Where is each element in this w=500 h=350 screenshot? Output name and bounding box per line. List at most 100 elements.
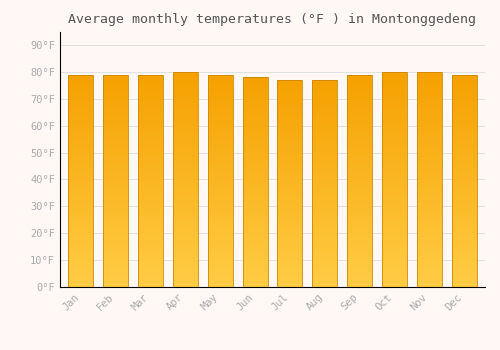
Bar [103, 87, 128, 88]
Bar [382, 155, 407, 156]
Bar [68, 264, 94, 265]
Bar [68, 260, 94, 261]
Bar [173, 116, 198, 117]
Bar [312, 124, 338, 125]
Bar [312, 221, 338, 222]
Bar [68, 112, 94, 113]
Bar [138, 83, 163, 84]
Bar [312, 195, 338, 196]
Bar [312, 151, 338, 152]
Bar [173, 112, 198, 113]
Bar [138, 275, 163, 276]
Bar [382, 171, 407, 172]
Bar [242, 268, 268, 269]
Bar [312, 192, 338, 193]
Bar [416, 222, 442, 223]
Bar [416, 124, 442, 125]
Bar [382, 150, 407, 152]
Bar [242, 220, 268, 221]
Bar [347, 77, 372, 78]
Bar [242, 265, 268, 266]
Bar [278, 195, 302, 196]
Bar [347, 189, 372, 190]
Bar [242, 144, 268, 145]
Bar [138, 243, 163, 244]
Bar [68, 280, 94, 281]
Bar [103, 77, 128, 78]
Bar [382, 262, 407, 263]
Bar [416, 125, 442, 126]
Bar [208, 94, 233, 95]
Bar [173, 138, 198, 139]
Bar [382, 212, 407, 213]
Bar [452, 245, 476, 246]
Bar [173, 76, 198, 77]
Bar [452, 231, 476, 232]
Bar [278, 246, 302, 247]
Bar [382, 258, 407, 259]
Bar [312, 255, 338, 256]
Bar [312, 147, 338, 148]
Bar [242, 205, 268, 206]
Bar [173, 77, 198, 78]
Bar [312, 276, 338, 278]
Bar [278, 281, 302, 282]
Bar [416, 84, 442, 85]
Bar [452, 169, 476, 170]
Bar [347, 87, 372, 88]
Bar [452, 215, 476, 216]
Bar [452, 119, 476, 120]
Bar [452, 286, 476, 287]
Bar [173, 257, 198, 258]
Bar [138, 266, 163, 267]
Bar [138, 181, 163, 182]
Bar [382, 112, 407, 113]
Bar [242, 239, 268, 240]
Bar [452, 197, 476, 198]
Bar [452, 278, 476, 279]
Bar [242, 241, 268, 242]
Bar [103, 164, 128, 165]
Bar [138, 171, 163, 172]
Bar [382, 141, 407, 142]
Bar [382, 237, 407, 238]
Bar [173, 89, 198, 90]
Bar [138, 103, 163, 104]
Bar [312, 231, 338, 232]
Bar [382, 220, 407, 222]
Bar [103, 226, 128, 228]
Bar [208, 248, 233, 249]
Bar [242, 168, 268, 169]
Bar [278, 224, 302, 225]
Bar [278, 250, 302, 251]
Bar [173, 223, 198, 224]
Bar [242, 93, 268, 94]
Bar [173, 170, 198, 171]
Bar [173, 232, 198, 233]
Bar [347, 154, 372, 155]
Bar [347, 209, 372, 210]
Bar [173, 79, 198, 80]
Bar [103, 134, 128, 135]
Bar [68, 241, 94, 243]
Bar [312, 220, 338, 221]
Bar [416, 126, 442, 127]
Bar [278, 214, 302, 215]
Bar [208, 175, 233, 176]
Bar [173, 216, 198, 217]
Bar [138, 85, 163, 86]
Bar [452, 174, 476, 175]
Bar [138, 188, 163, 189]
Bar [312, 125, 338, 126]
Bar [138, 200, 163, 201]
Bar [68, 233, 94, 234]
Bar [208, 213, 233, 214]
Bar [382, 206, 407, 208]
Bar [347, 228, 372, 229]
Bar [68, 88, 94, 89]
Bar [138, 180, 163, 181]
Bar [138, 285, 163, 286]
Bar [173, 160, 198, 161]
Bar [68, 75, 94, 76]
Bar [312, 270, 338, 271]
